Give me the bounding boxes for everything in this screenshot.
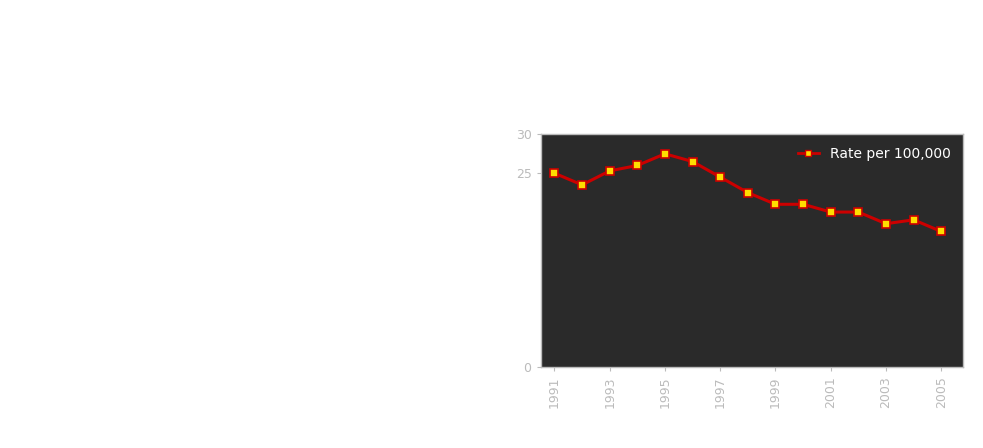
Text: Trends in Spina Bifida: Trends in Spina Bifida <box>545 18 920 47</box>
Legend: Rate per 100,000: Rate per 100,000 <box>792 142 956 167</box>
Text: United States, 1991–2005: United States, 1991–2005 <box>606 90 859 108</box>
